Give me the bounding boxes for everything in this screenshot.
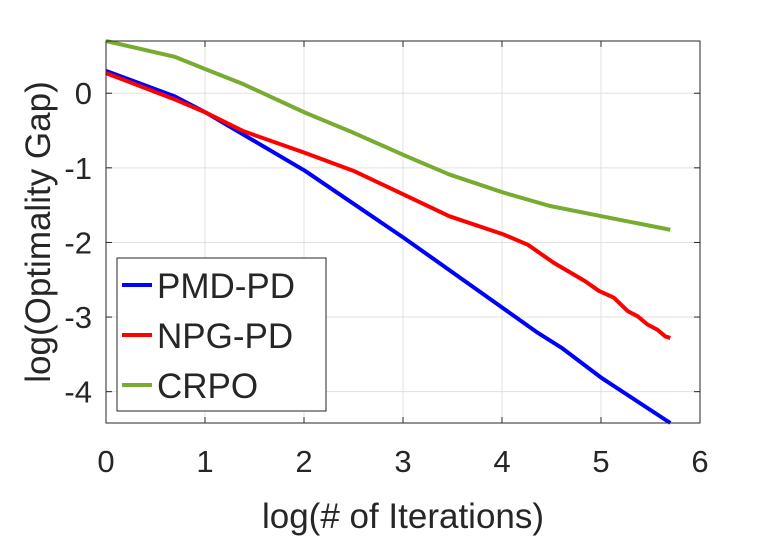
y-tick-label: 0 [75, 76, 92, 111]
series-line-crpo [105, 39, 671, 232]
y-tick-label: -3 [64, 300, 92, 335]
legend: PMD-PD NPG-PD CRPO [116, 257, 327, 412]
series-lines [105, 39, 672, 425]
x-tick-label: 1 [196, 444, 213, 479]
x-tick-label: 3 [394, 444, 411, 479]
y-tick-label: -4 [64, 375, 92, 410]
legend-label: CRPO [157, 367, 258, 406]
ticks: 0 1 2 3 4 5 6 0 -1 -2 -3 -4 [64, 41, 709, 479]
x-tick-label: 6 [691, 444, 708, 479]
x-tick-label: 4 [493, 444, 510, 479]
y-tick-label: -2 [64, 225, 92, 260]
y-tick-label: -1 [64, 151, 92, 186]
x-tick-label: 0 [97, 444, 114, 479]
x-axis-label: log(# of Iterations) [262, 497, 544, 536]
x-tick-label: 5 [592, 444, 609, 479]
y-axis-label: log(Optimality Gap) [19, 81, 58, 382]
legend-label: PMD-PD [157, 267, 295, 306]
legend-label: NPG-PD [157, 317, 293, 356]
x-tick-label: 2 [295, 444, 312, 479]
series-line-npg-pd [105, 71, 671, 340]
